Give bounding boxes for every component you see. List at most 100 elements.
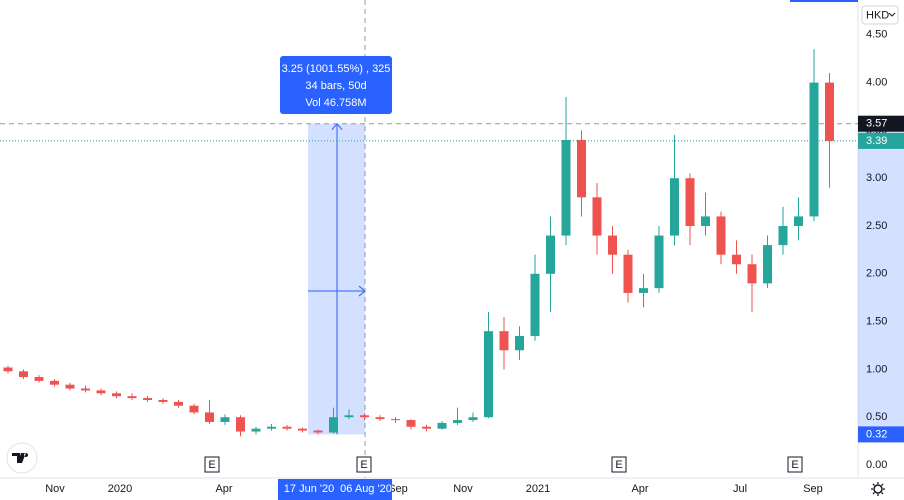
x-tick-label: 2020 (108, 483, 132, 495)
candle-body (685, 178, 695, 226)
candle-body (577, 139, 586, 198)
candle-body (515, 335, 524, 351)
candle-body (298, 428, 307, 431)
candle-body (189, 405, 199, 413)
start-date: 17 Jun '20 (284, 483, 334, 495)
earnings-marker (787, 456, 803, 473)
logo[interactable] (6, 442, 38, 474)
candle-body (809, 82, 819, 217)
candle-body (468, 417, 478, 421)
earnings-marker (356, 456, 372, 473)
logo-mark (12, 453, 29, 463)
candle-body (19, 371, 28, 378)
x-tick-label: 2021 (526, 483, 550, 495)
candle-body (623, 254, 633, 293)
earnings-marker (611, 456, 627, 473)
earnings-label: E (208, 459, 215, 471)
candle-body (344, 415, 354, 418)
candle-body (360, 415, 369, 418)
currency[interactable]: HKD (866, 9, 889, 21)
candle-body (778, 225, 788, 246)
candle-body (112, 393, 121, 397)
y-tick-label: 4.00 (866, 77, 887, 89)
candle-body (484, 331, 493, 418)
candle-body (329, 417, 338, 433)
candle-body (127, 396, 137, 399)
y-tick-label: 3.00 (866, 172, 887, 184)
x-tick-label: Apr (631, 483, 648, 495)
candle-body (561, 139, 571, 236)
candle-body (34, 377, 44, 381)
candle-body (763, 245, 772, 284)
top-bar (790, 0, 858, 2)
range-low-bg (858, 426, 904, 443)
candle-body (65, 384, 75, 389)
candle-body (437, 422, 447, 429)
x-tick-label: Sep (803, 483, 823, 495)
axis-highlight (858, 123, 904, 435)
y-tick-label: 2.00 (866, 268, 887, 280)
gear-teeth (871, 482, 885, 496)
y-tick-label: 4.50 (866, 29, 887, 41)
candle-body (282, 426, 292, 429)
candle-body (639, 288, 648, 293)
settings[interactable] (871, 482, 885, 496)
y-tick-label: 1.00 (866, 363, 887, 375)
x-tick-label: Sep (388, 483, 408, 495)
y-tick-label: 0.50 (866, 411, 887, 423)
measure-text: Vol 46.758M (305, 97, 366, 109)
y-tick-label: 1.50 (866, 316, 887, 328)
x-tick-label: Nov (453, 483, 473, 495)
candle-body (701, 216, 710, 226)
candle-body (267, 426, 276, 429)
measure-tooltip (280, 56, 392, 114)
candle-body (530, 273, 540, 336)
last-price-bg (858, 132, 904, 149)
candle-body (825, 82, 834, 141)
candle-body (654, 235, 664, 289)
crosshair-price-bg (858, 115, 904, 132)
candle-body (670, 178, 679, 236)
candle-body (50, 380, 59, 385)
earnings-label: E (615, 459, 622, 471)
candle-body (546, 235, 555, 274)
date-label-bg (278, 479, 392, 500)
range-low: 0.32 (866, 428, 887, 440)
x-tick-label: Nov (45, 483, 65, 495)
dropdown-caret (888, 12, 896, 17)
measure-text: 3.25 (1001.55%) , 325 (282, 63, 391, 75)
y-tick-label: 0.00 (866, 459, 887, 471)
candle-body (375, 417, 385, 420)
candle-body (499, 331, 509, 351)
candle-body (608, 235, 617, 255)
candle-body (391, 419, 400, 421)
candle-body (794, 216, 803, 226)
candle-body (747, 264, 757, 284)
x-tick-label: Apr (215, 483, 232, 495)
candle-body (313, 430, 323, 433)
candle-body (592, 197, 602, 236)
candle-body (143, 398, 152, 400)
earnings-label: E (791, 459, 798, 471)
candle-body (251, 428, 261, 432)
y-tick-label: 2.50 (866, 220, 887, 232)
candle-body (422, 426, 431, 429)
gear[interactable] (873, 484, 883, 494)
currency-button[interactable] (861, 5, 899, 25)
candle-body (158, 399, 168, 402)
candle-body (174, 401, 183, 406)
candle-body (81, 388, 90, 391)
earnings-marker (204, 456, 220, 473)
candle-body (453, 420, 462, 423)
candle-body (732, 254, 741, 265)
candle-body (236, 417, 245, 432)
candle-body (220, 417, 230, 422)
candle-body (3, 367, 13, 372)
end-date: 06 Aug '20 (340, 483, 392, 495)
candle-body (96, 390, 106, 394)
earnings-label: E (360, 459, 367, 471)
measure-text: 34 bars, 50d (305, 80, 366, 92)
